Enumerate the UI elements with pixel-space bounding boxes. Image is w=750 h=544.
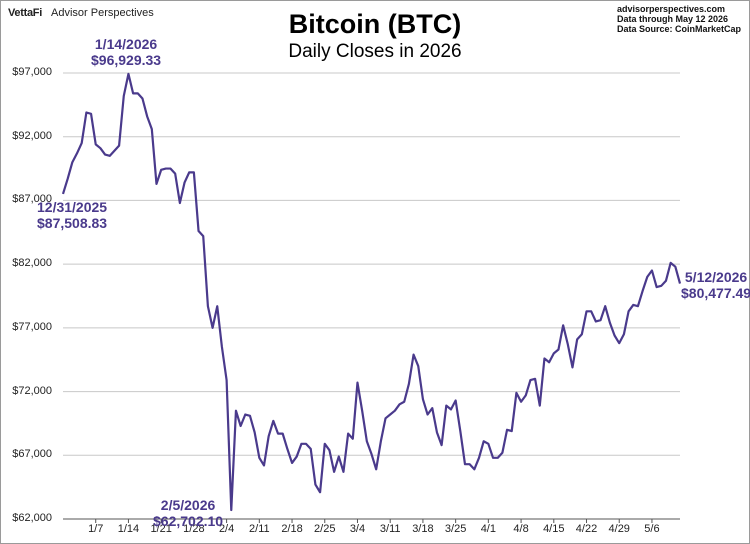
annotation-end: 5/12/2026 $80,477.49 (681, 269, 750, 301)
y-tick-label: $72,000 (12, 384, 52, 397)
y-tick-label: $77,000 (12, 320, 52, 333)
annotation-peak: 1/14/2026 $96,929.33 (91, 36, 161, 68)
annotation-low: 2/5/2026 $62,702.10 (153, 497, 223, 529)
x-tick-label: 4/15 (543, 523, 565, 535)
y-tick-label: $62,000 (12, 512, 52, 524)
x-tick-label: 4/1 (480, 523, 496, 535)
x-tick-label: 3/25 (444, 523, 467, 535)
annotation-end-value: $80,477.49 (681, 285, 750, 301)
x-tick-label: 4/22 (575, 523, 598, 535)
y-tick-label: $92,000 (12, 129, 52, 142)
x-tick-label: 2/11 (249, 523, 270, 535)
annotation-low-date: 2/5/2026 (160, 497, 216, 513)
x-tick-label: 3/4 (349, 523, 366, 535)
x-tick-label: 5/6 (644, 523, 660, 535)
annotation-start-value: $87,508.83 (37, 215, 108, 231)
y-tick-label: $67,000 (12, 448, 52, 461)
x-tick-label: 4/29 (608, 523, 630, 535)
vettafi-logo: VettaFi Advisor Perspectives (8, 7, 154, 19)
x-tick-label: 1/28 (183, 523, 205, 535)
source-line-data: Data Source: CoinMarketCap (616, 24, 741, 34)
annotation-peak-date: 1/14/2026 (94, 36, 158, 52)
annotation-low-value: $62,702.10 (153, 513, 224, 529)
chart-title: Bitcoin (BTC) (288, 9, 462, 39)
annotation-end-date: 5/12/2026 (684, 269, 748, 285)
x-tick-label: 2/18 (281, 523, 303, 535)
brand-subtitle: Advisor Perspectives (51, 7, 154, 19)
x-tick-label: 2/25 (314, 523, 336, 535)
x-tick-label: 1/14 (117, 523, 140, 535)
source-line-site: advisorperspectives.com (616, 4, 726, 14)
source-line-date: Data through May 12 2026 (616, 14, 729, 24)
chart-subtitle: Daily Closes in 2026 (288, 41, 462, 62)
x-tick-label: 3/18 (412, 523, 434, 535)
brand-name: VettaFi (8, 7, 42, 19)
annotation-start: 12/31/2025 $87,508.83 (37, 199, 107, 231)
annotation-peak-value: $96,929.33 (91, 52, 162, 68)
x-tick-label: 2/4 (218, 523, 235, 535)
y-tick-label: $82,000 (12, 257, 52, 270)
annotation-start-date: 12/31/2025 (37, 199, 108, 215)
x-tick-label: 1/21 (150, 523, 172, 535)
x-tick-label: 3/11 (379, 523, 401, 535)
x-tick-label: 4/8 (513, 523, 529, 535)
source-note: advisorperspectives.com Data through May… (617, 4, 741, 34)
y-tick-label: $97,000 (12, 66, 52, 78)
x-tick-label: 1/7 (88, 523, 104, 535)
y-tick-label: $87,000 (12, 193, 52, 206)
btc-price-line (61, 72, 682, 512)
